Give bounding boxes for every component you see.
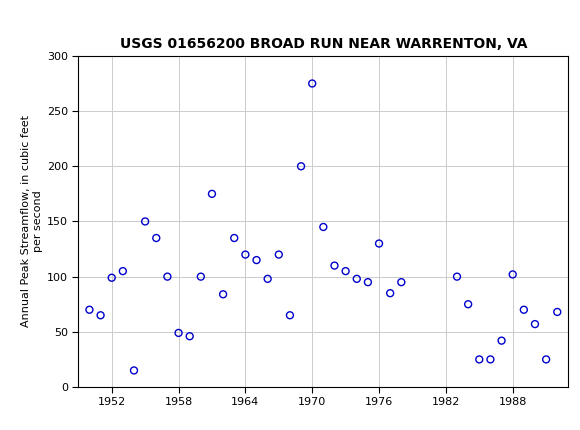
Point <box>530 321 539 328</box>
Point <box>252 257 261 264</box>
Point <box>386 290 395 297</box>
Point <box>241 251 250 258</box>
Point <box>129 367 139 374</box>
Point <box>474 356 484 363</box>
Bar <box>7 6 23 22</box>
Point <box>263 275 272 282</box>
Point <box>174 329 183 336</box>
Point <box>330 262 339 269</box>
Point <box>397 279 406 286</box>
Point <box>296 163 306 170</box>
Point <box>207 190 216 197</box>
Point <box>319 224 328 230</box>
Point <box>341 267 350 274</box>
Point <box>96 312 105 319</box>
Point <box>463 301 473 308</box>
Point <box>274 251 284 258</box>
Point <box>118 267 128 274</box>
Point <box>452 273 462 280</box>
Point <box>307 80 317 87</box>
Text: USGS: USGS <box>44 14 99 31</box>
Point <box>508 271 517 278</box>
Point <box>107 274 117 281</box>
Point <box>285 312 295 319</box>
Point <box>553 308 562 315</box>
Y-axis label: Annual Peak Streamflow, in cubic feet
per second: Annual Peak Streamflow, in cubic feet pe… <box>21 115 42 328</box>
Point <box>352 275 361 282</box>
Point <box>519 306 528 313</box>
Point <box>185 333 194 340</box>
Point <box>219 291 228 298</box>
Title: USGS 01656200 BROAD RUN NEAR WARRENTON, VA: USGS 01656200 BROAD RUN NEAR WARRENTON, … <box>119 37 527 51</box>
Point <box>497 337 506 344</box>
Point <box>542 356 551 363</box>
Bar <box>23 22 39 40</box>
Point <box>363 279 372 286</box>
Point <box>151 235 161 242</box>
Point <box>375 240 384 247</box>
Point <box>163 273 172 280</box>
Bar <box>6 4 41 41</box>
Point <box>140 218 150 225</box>
Point <box>85 306 94 313</box>
Point <box>230 235 239 242</box>
Point <box>486 356 495 363</box>
Point <box>196 273 205 280</box>
